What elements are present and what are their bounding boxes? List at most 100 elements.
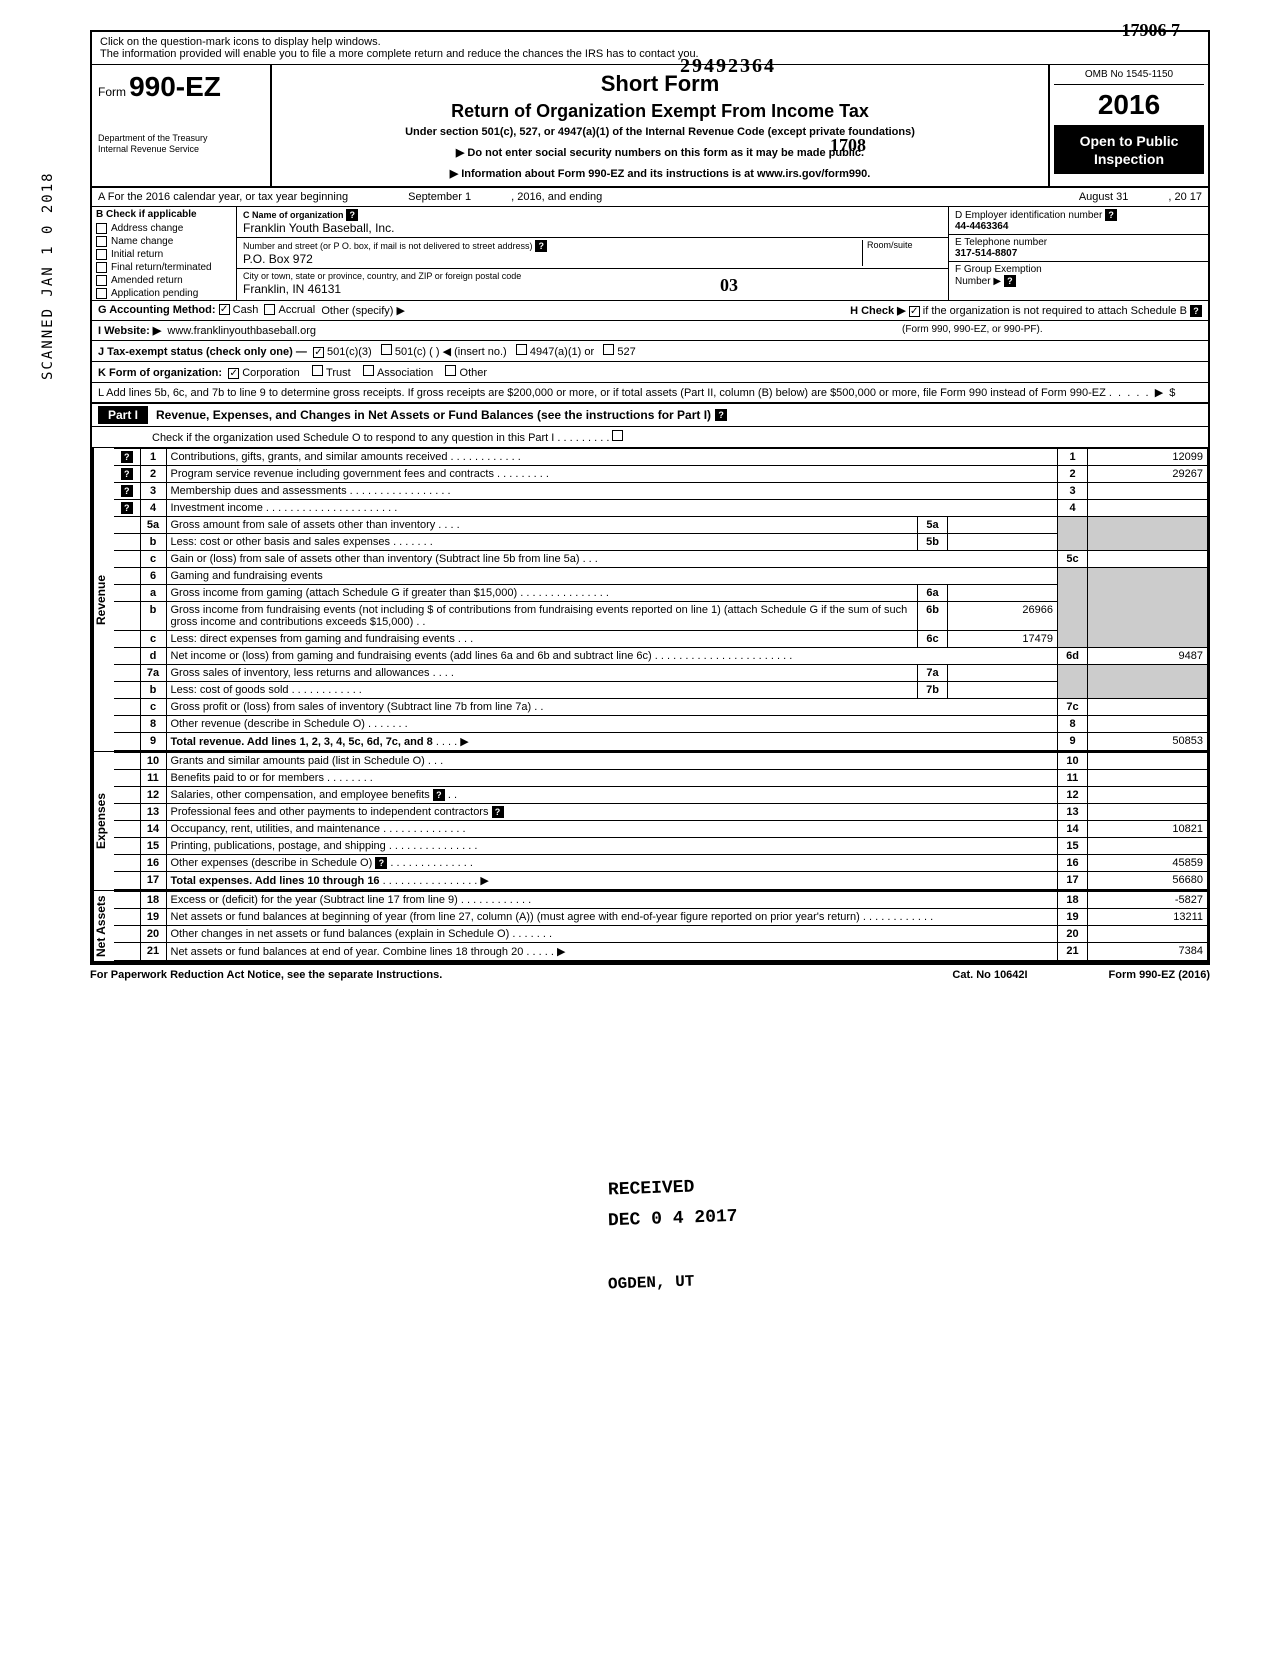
title-sub: Under section 501(c), 527, or 4947(a)(1)…	[282, 126, 1038, 138]
chk-accrual[interactable]	[264, 304, 275, 315]
lbl-501c: 501(c) (	[395, 346, 433, 358]
row-a-mid: , 2016, and ending	[511, 191, 602, 203]
lbl-cash: Cash	[233, 304, 259, 317]
lbl-4947: 4947(a)(1) or	[530, 346, 594, 358]
ein-label: D Employer identification number	[955, 210, 1102, 221]
expenses-label: Expenses	[92, 752, 114, 890]
row-g-label: G Accounting Method:	[98, 304, 216, 317]
form-990ez: Click on the question-mark icons to disp…	[90, 30, 1210, 965]
room-label: Room/suite	[867, 240, 913, 250]
line-18: 18Excess or (deficit) for the year (Subt…	[114, 892, 1208, 909]
line-11: 11Benefits paid to or for members . . . …	[114, 770, 1208, 787]
line-1: ?1Contributions, gifts, grants, and simi…	[114, 449, 1208, 466]
stamp-received: RECEIVED	[600, 1173, 703, 1205]
lbl-association: Association	[377, 367, 433, 379]
handwritten-03: 03	[720, 275, 738, 296]
stamp-date: DEC 0 4 2017	[600, 1202, 747, 1235]
chk-final-return[interactable]	[96, 262, 107, 273]
line-6b: bGross income from fundraising events (n…	[114, 602, 1208, 631]
netassets-label: Net Assets	[92, 891, 114, 961]
help-icon[interactable]: ?	[715, 409, 727, 421]
year-prefix: 20	[1098, 89, 1129, 120]
help-icon[interactable]: ?	[346, 209, 358, 221]
year-digits: 16	[1129, 89, 1160, 120]
line-21: 21Net assets or fund balances at end of …	[114, 943, 1208, 961]
line-7a: 7aGross sales of inventory, less returns…	[114, 665, 1208, 682]
lbl-accrual: Accrual	[279, 304, 316, 317]
help-icon[interactable]: ?	[1004, 275, 1016, 287]
line-5c: cGain or (loss) from sale of assets othe…	[114, 551, 1208, 568]
chk-application-pending[interactable]	[96, 288, 107, 299]
line-6c: cLess: direct expenses from gaming and f…	[114, 631, 1208, 648]
website-value: www.franklinyouthbaseball.org	[167, 325, 316, 337]
row-h-sub: (Form 990, 990-EZ, or 990-PF).	[902, 324, 1202, 337]
chk-cash[interactable]	[219, 304, 230, 315]
city-label: City or town, state or province, country…	[243, 271, 521, 281]
row-h-text: if the organization is not required to a…	[923, 305, 1187, 317]
line-8: 8Other revenue (describe in Schedule O) …	[114, 716, 1208, 733]
line-9: 9Total revenue. Add lines 1, 2, 3, 4, 5c…	[114, 733, 1208, 751]
help-icon[interactable]: ?	[535, 240, 547, 252]
chk-amended-return[interactable]	[96, 275, 107, 286]
line-10: 10Grants and similar amounts paid (list …	[114, 753, 1208, 770]
row-a-year: , 20 17	[1168, 191, 1202, 203]
title-note1: ▶ Do not enter social security numbers o…	[282, 146, 1038, 159]
footer-left: For Paperwork Reduction Act Notice, see …	[90, 969, 930, 981]
lbl-amended-return: Amended return	[111, 275, 183, 286]
row-l: L Add lines 5b, 6c, and 7b to line 9 to …	[92, 383, 1208, 404]
ein-value: 44-4463364	[955, 221, 1008, 232]
chk-association[interactable]	[363, 365, 374, 376]
lbl-name-change: Name change	[111, 236, 173, 247]
section-b-head: B Check if applicable	[92, 207, 236, 222]
expenses-table: 10Grants and similar amounts paid (list …	[114, 752, 1208, 890]
form-number-box: Form 990-EZ Department of the Treasury I…	[92, 65, 272, 186]
section-b: B Check if applicable Address change Nam…	[92, 207, 237, 300]
title-note2: ▶ Information about Form 990-EZ and its …	[282, 167, 1038, 180]
title-short: Short Form	[282, 71, 1038, 97]
phone-label: E Telephone number	[955, 237, 1047, 248]
title-right: OMB No 1545-1150 2016 Open to Public Ins…	[1048, 65, 1208, 186]
chk-initial-return[interactable]	[96, 249, 107, 260]
row-k-label: K Form of organization:	[98, 367, 222, 379]
handwritten-topright: 17906 7	[1122, 20, 1181, 41]
line-15: 15Printing, publications, postage, and s…	[114, 838, 1208, 855]
header-note-2: The information provided will enable you…	[100, 48, 699, 60]
chk-4947[interactable]	[516, 344, 527, 355]
footer-catno: Cat. No 10642I	[930, 969, 1050, 981]
lbl-final-return: Final return/terminated	[111, 262, 212, 273]
chk-501c[interactable]	[381, 344, 392, 355]
chk-name-change[interactable]	[96, 236, 107, 247]
chk-other-org[interactable]	[445, 365, 456, 376]
netassets-table: 18Excess or (deficit) for the year (Subt…	[114, 891, 1208, 961]
chk-corporation[interactable]	[228, 368, 239, 379]
line-5a: 5aGross amount from sale of assets other…	[114, 517, 1208, 534]
chk-trust[interactable]	[312, 365, 323, 376]
chk-501c3[interactable]	[313, 347, 324, 358]
revenue-label: Revenue	[92, 448, 114, 751]
chk-address-change[interactable]	[96, 223, 107, 234]
lbl-initial-return: Initial return	[111, 249, 163, 260]
org-city: Franklin, IN 46131	[243, 282, 341, 296]
row-a-label: A For the 2016 calendar year, or tax yea…	[98, 191, 348, 203]
line-6a: aGross income from gaming (attach Schedu…	[114, 585, 1208, 602]
section-def: D Employer identification number ? 44-44…	[948, 207, 1208, 300]
title-main: Return of Organization Exempt From Incom…	[282, 101, 1038, 122]
help-icon[interactable]: ?	[1105, 209, 1117, 221]
line-5b: bLess: cost or other basis and sales exp…	[114, 534, 1208, 551]
line-20: 20Other changes in net assets or fund ba…	[114, 926, 1208, 943]
chk-schedule-o[interactable]	[612, 430, 623, 441]
row-a: A For the 2016 calendar year, or tax yea…	[92, 188, 1208, 207]
line-2: ?2Program service revenue including gove…	[114, 466, 1208, 483]
help-icon[interactable]: ?	[1190, 305, 1202, 317]
phone-value: 317-514-8807	[955, 248, 1017, 259]
part1-title: Revenue, Expenses, and Changes in Net As…	[156, 408, 711, 422]
line-4: ?4Investment income . . . . . . . . . . …	[114, 500, 1208, 517]
chk-schedule-b[interactable]	[909, 306, 920, 317]
chk-527[interactable]	[603, 344, 614, 355]
form-number: 990-EZ	[129, 71, 221, 102]
group-exemption-number: Number ▶	[955, 276, 1001, 287]
revenue-table: ?1Contributions, gifts, grants, and simi…	[114, 448, 1208, 751]
part1-check: Check if the organization used Schedule …	[92, 427, 1208, 448]
group-exemption-label: F Group Exemption	[955, 264, 1042, 275]
stamp-ogden: OGDEN, UT	[600, 1268, 703, 1298]
